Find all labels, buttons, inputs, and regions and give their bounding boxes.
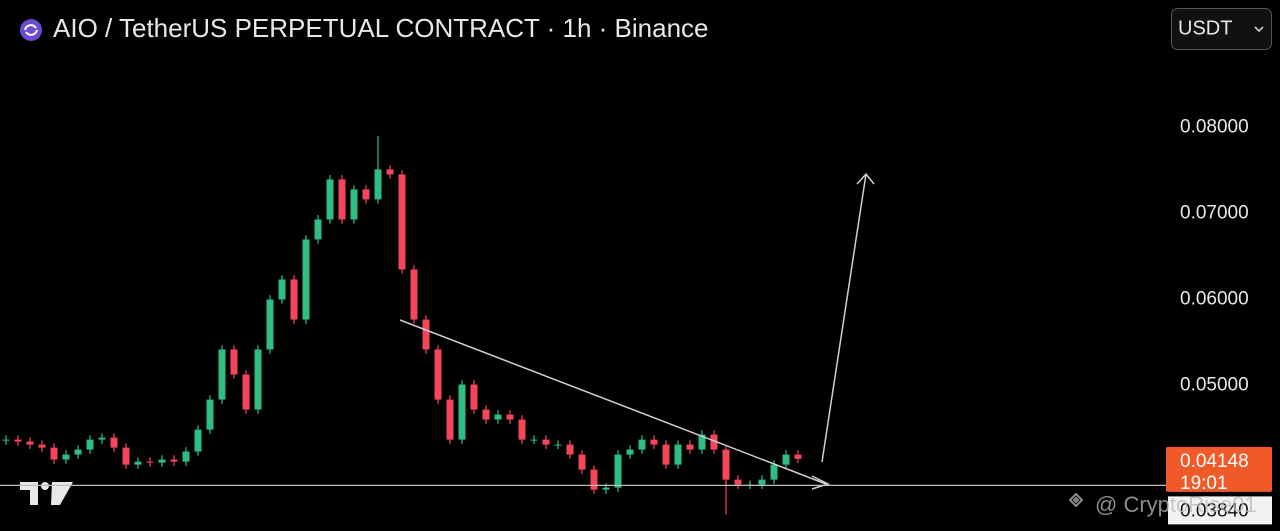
candle-body bbox=[446, 399, 454, 440]
candle-body bbox=[26, 441, 34, 445]
candle-body bbox=[86, 439, 94, 450]
candle-body bbox=[182, 451, 190, 462]
candle-body bbox=[122, 447, 130, 465]
candle-body bbox=[314, 219, 322, 240]
candle-body bbox=[698, 434, 706, 450]
candle-body bbox=[302, 239, 310, 320]
candle-body bbox=[50, 447, 58, 460]
candle-body bbox=[206, 399, 214, 430]
candle-body bbox=[422, 319, 430, 350]
watermark: @ CryptoRise01 bbox=[1095, 492, 1257, 517]
candle-body bbox=[710, 434, 718, 450]
candle-body bbox=[518, 419, 526, 440]
y-tick-label: 0.06000 bbox=[1180, 289, 1249, 310]
candle-body bbox=[110, 437, 118, 448]
last-price-label: 0.04148 bbox=[1180, 451, 1249, 472]
candle-body bbox=[494, 414, 502, 420]
candle-body bbox=[230, 349, 238, 375]
y-tick-label: 0.08000 bbox=[1180, 116, 1249, 137]
candle-body bbox=[134, 461, 142, 465]
currency-selector[interactable] bbox=[1171, 8, 1272, 50]
candle-body bbox=[2, 439, 10, 441]
candle-body bbox=[590, 469, 598, 490]
arrow-head bbox=[856, 172, 875, 185]
candle-body bbox=[722, 449, 730, 480]
candle-body bbox=[242, 374, 250, 410]
candle-body bbox=[386, 169, 394, 175]
candle-body bbox=[758, 479, 766, 485]
candle-body bbox=[194, 429, 202, 452]
candle-body bbox=[458, 384, 466, 440]
currency-label: USDT bbox=[1178, 17, 1232, 39]
countdown-label: 19:01 bbox=[1180, 473, 1228, 494]
candle-body bbox=[626, 449, 634, 455]
candle-body bbox=[146, 461, 154, 463]
candle-body bbox=[686, 444, 694, 450]
y-tick-label: 0.07000 bbox=[1180, 202, 1249, 223]
candle-body bbox=[530, 439, 538, 441]
candle-body bbox=[734, 479, 742, 485]
candle-body bbox=[542, 439, 550, 445]
watermark-icon bbox=[1068, 492, 1084, 508]
candle-body bbox=[554, 444, 562, 446]
candle-body bbox=[326, 179, 334, 220]
candle-body bbox=[794, 454, 802, 459]
candle-body bbox=[602, 487, 610, 490]
candle-body bbox=[566, 444, 574, 455]
candle-body bbox=[74, 449, 82, 455]
coin-logo bbox=[20, 19, 42, 41]
price-line-label: 0.03840 bbox=[1180, 500, 1249, 521]
candles bbox=[2, 135, 802, 515]
candle-body bbox=[98, 437, 106, 440]
trend-line bbox=[399, 319, 827, 485]
arrow-line bbox=[821, 173, 867, 463]
candle-body bbox=[662, 444, 670, 465]
candle-body bbox=[470, 384, 478, 410]
chart-title: AIO / TetherUS PERPETUAL CONTRACT · 1h ·… bbox=[53, 13, 709, 43]
candle-body bbox=[638, 439, 646, 450]
candle-body bbox=[266, 299, 274, 350]
tv-logo bbox=[20, 482, 73, 505]
price-line-label-box bbox=[1168, 496, 1272, 525]
candle-body bbox=[14, 439, 22, 442]
candle-body bbox=[506, 414, 514, 420]
candle-body bbox=[398, 174, 406, 270]
candle-body bbox=[650, 439, 658, 445]
last-price-box bbox=[1166, 446, 1272, 492]
candle-body bbox=[158, 459, 166, 463]
candle-body bbox=[62, 454, 70, 460]
candle-body bbox=[578, 454, 586, 470]
candle-body bbox=[350, 189, 358, 220]
candle-body bbox=[218, 349, 226, 400]
coin-logo-glyph bbox=[24, 24, 38, 36]
candle-body bbox=[434, 349, 442, 400]
candle-body bbox=[170, 459, 178, 462]
chevron bbox=[1254, 26, 1264, 33]
arrow-head bbox=[811, 475, 830, 490]
candle-body bbox=[362, 189, 370, 200]
candle-body bbox=[782, 454, 790, 465]
candle-body bbox=[338, 179, 346, 220]
price-axis: 0.08000 0.07000 0.06000 0.05000 0.03840 0.041… bbox=[0, 116, 1272, 525]
y-tick-label: 0.05000 bbox=[1180, 375, 1249, 396]
candle-body bbox=[374, 169, 382, 200]
candle-body bbox=[614, 454, 622, 488]
candle-body bbox=[674, 444, 682, 465]
candle-body bbox=[290, 279, 298, 320]
candle-body bbox=[38, 444, 46, 448]
watermark-group: @ CryptoRise01 bbox=[1068, 492, 1257, 517]
candle-body bbox=[254, 349, 262, 410]
candle-body bbox=[410, 269, 418, 320]
candle-body bbox=[770, 464, 778, 480]
candle-body bbox=[482, 409, 490, 420]
candle-body bbox=[278, 279, 286, 300]
